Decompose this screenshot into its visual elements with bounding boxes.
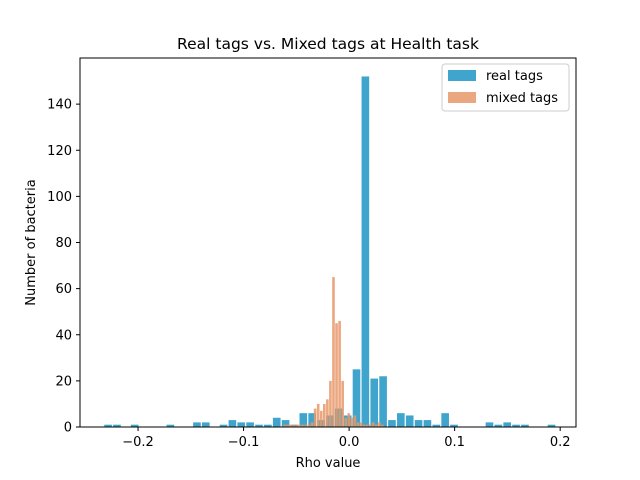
bar-mixed-tags xyxy=(378,422,381,427)
x-axis: −0.2 −0.1 0.0 0.1 0.2 xyxy=(122,427,571,450)
y-tick-label: 140 xyxy=(47,98,72,113)
bar-mixed-tags xyxy=(332,277,335,427)
bar-mixed-tags xyxy=(292,424,296,427)
bar-mixed-tags xyxy=(338,320,341,427)
bar-mixed-tags xyxy=(310,422,314,427)
bar-real-tags xyxy=(512,424,520,427)
legend: real tags mixed tags xyxy=(441,63,570,112)
y-axis: 0 20 40 60 80 100 120 140 xyxy=(47,98,80,436)
bar-real-tags xyxy=(281,420,290,427)
bar-real-tags xyxy=(441,413,449,427)
bar-real-tags xyxy=(388,420,396,427)
bar-real-tags xyxy=(397,413,405,427)
legend-swatch-real-tags xyxy=(448,70,476,81)
bar-real-tags xyxy=(370,378,379,427)
bar-real-tags xyxy=(166,424,175,427)
bar-mixed-tags xyxy=(356,422,360,427)
bar-real-tags xyxy=(485,422,494,427)
bar-mixed-tags xyxy=(359,422,363,427)
bar-mixed-tags xyxy=(341,380,344,427)
bar-real-tags xyxy=(503,422,512,427)
x-tick-label: 0.1 xyxy=(444,435,465,450)
bar-real-tags xyxy=(113,424,121,427)
chart-title: Real tags vs. Mixed tags at Health task xyxy=(177,35,479,53)
bar-mixed-tags xyxy=(329,380,332,427)
x-tick-label: 0.2 xyxy=(550,435,571,450)
bar-real-tags xyxy=(237,422,246,427)
y-tick-label: 80 xyxy=(55,236,72,251)
bar-real-tags xyxy=(246,422,254,427)
y-tick-label: 100 xyxy=(47,190,72,205)
bar-mixed-tags xyxy=(313,408,317,427)
bar-real-tags xyxy=(130,424,139,427)
bar-real-tags xyxy=(379,376,387,427)
bar-mixed-tags xyxy=(304,424,308,427)
y-tick-label: 120 xyxy=(47,144,72,159)
x-tick-label: −0.2 xyxy=(122,435,154,450)
bar-mixed-tags xyxy=(362,424,366,427)
bar-mixed-tags xyxy=(381,424,384,427)
bar-mixed-tags xyxy=(371,422,375,427)
bar-mixed-tags xyxy=(344,417,348,427)
bar-real-tags xyxy=(361,76,370,427)
bar-real-tags xyxy=(272,417,281,427)
y-tick-label: 60 xyxy=(55,282,72,297)
bar-real-tags xyxy=(450,424,458,427)
bar-real-tags xyxy=(219,424,228,427)
bar-real-tags xyxy=(228,420,237,427)
bar-mixed-tags xyxy=(335,323,338,427)
bars-layer xyxy=(104,76,556,427)
bar-mixed-tags xyxy=(286,424,289,427)
bar-mixed-tags xyxy=(326,399,329,427)
bar-mixed-tags xyxy=(375,424,378,427)
x-tick-label: 0.0 xyxy=(339,435,360,450)
x-axis-label: Rho value xyxy=(296,456,361,471)
bar-mixed-tags xyxy=(295,424,299,427)
bar-mixed-tags xyxy=(365,424,369,427)
bar-mixed-tags xyxy=(353,415,357,427)
y-tick-label: 20 xyxy=(55,374,72,389)
bar-mixed-tags xyxy=(307,424,311,427)
y-tick-label: 0 xyxy=(64,421,72,436)
legend-swatch-mixed-tags xyxy=(448,92,476,103)
bar-real-tags xyxy=(494,424,503,427)
bar-real-tags xyxy=(201,422,210,427)
y-tick-label: 40 xyxy=(55,328,72,343)
bar-real-tags xyxy=(308,413,316,427)
bar-mixed-tags xyxy=(368,424,372,427)
bar-mixed-tags xyxy=(298,424,302,427)
bar-real-tags xyxy=(104,424,112,427)
x-tick-label: −0.1 xyxy=(228,435,260,450)
legend-label-real-tags: real tags xyxy=(486,69,543,84)
legend-label-mixed-tags: mixed tags xyxy=(486,91,558,106)
bar-mixed-tags xyxy=(322,403,326,427)
bar-mixed-tags xyxy=(347,413,351,427)
bar-real-tags xyxy=(299,413,308,427)
bar-real-tags xyxy=(547,424,556,427)
bar-real-tags xyxy=(352,369,361,427)
bar-mixed-tags xyxy=(301,424,305,427)
bar-real-tags xyxy=(414,420,423,427)
bar-real-tags xyxy=(423,420,432,427)
bar-mixed-tags xyxy=(289,424,292,427)
bar-mixed-tags xyxy=(319,410,323,427)
bar-real-tags xyxy=(521,424,529,427)
bar-mixed-tags xyxy=(283,424,286,427)
bar-mixed-tags xyxy=(316,403,320,427)
y-axis-label: Number of bacteria xyxy=(24,179,39,305)
bar-real-tags xyxy=(255,424,263,427)
bar-real-tags xyxy=(432,424,441,427)
bar-real-tags xyxy=(193,422,201,427)
bar-mixed-tags xyxy=(350,417,354,427)
bar-real-tags xyxy=(405,415,414,427)
bar-real-tags xyxy=(264,424,272,427)
